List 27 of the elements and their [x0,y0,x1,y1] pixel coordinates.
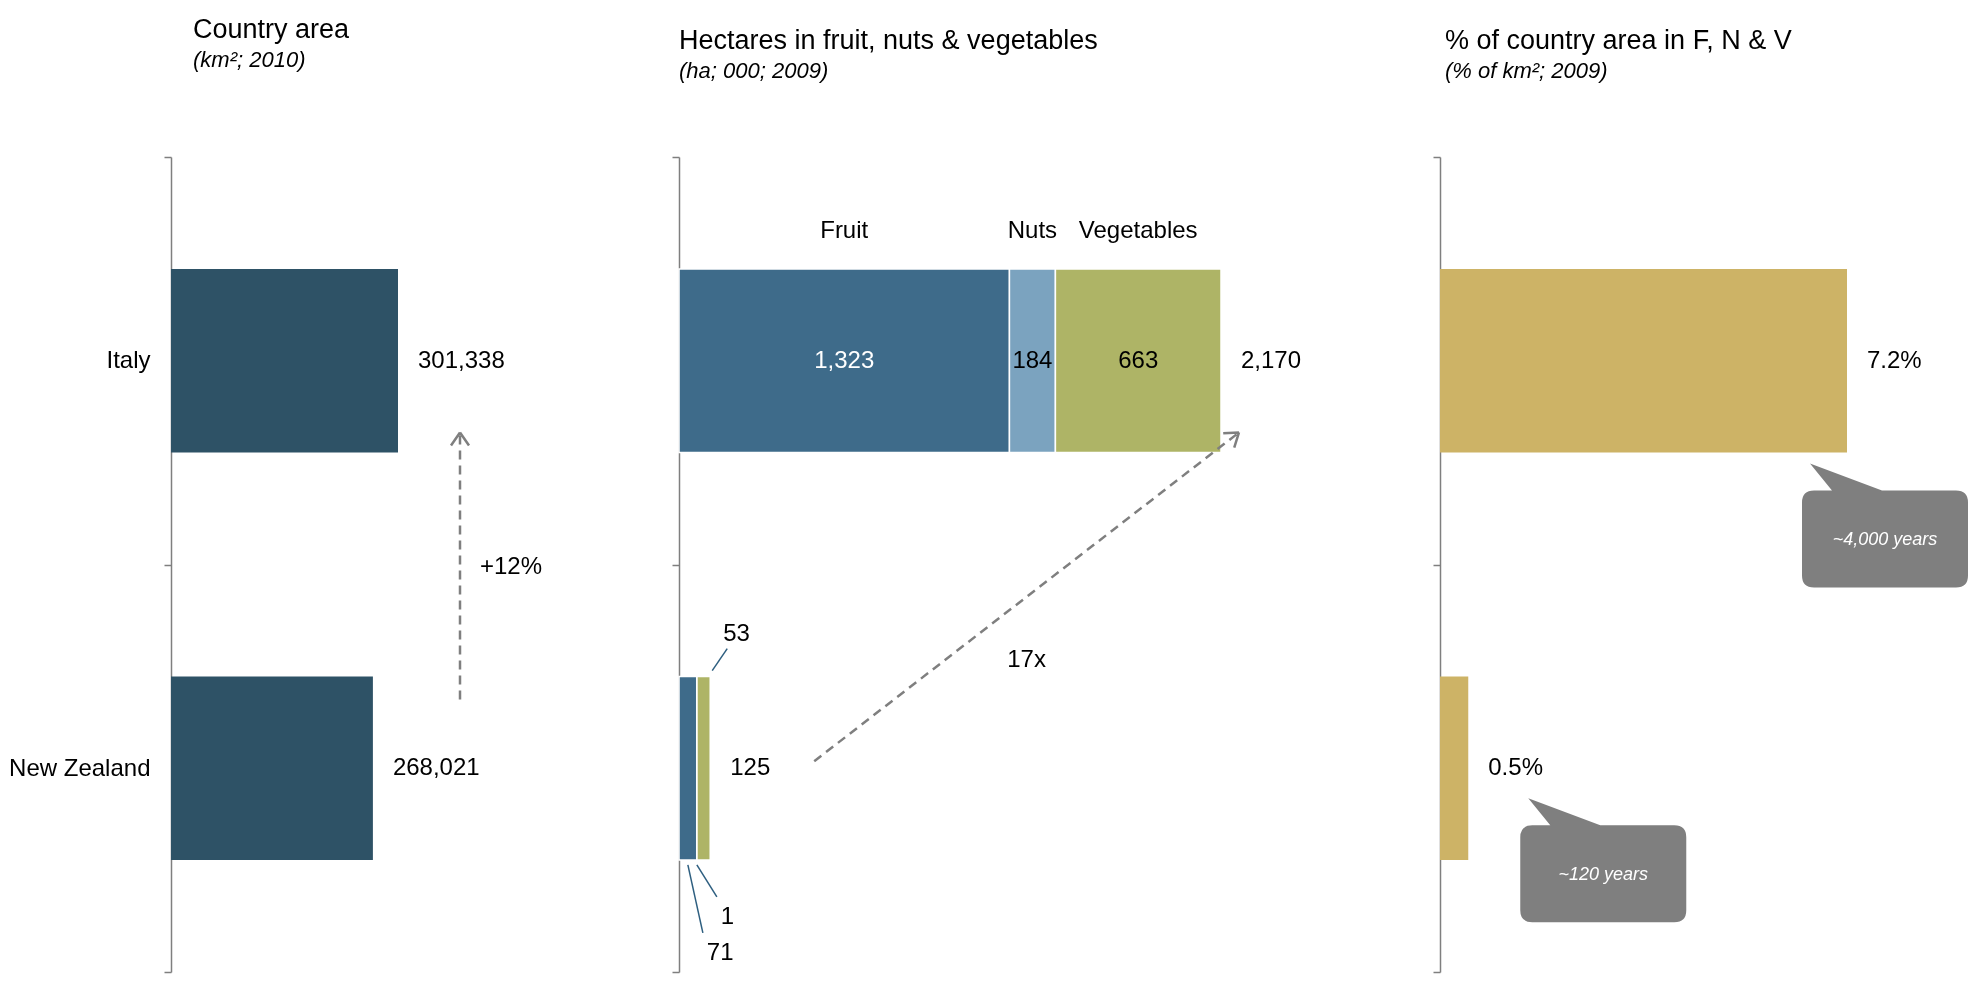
data-label: 268,021 [392,753,480,781]
y-tick-label: New Zealand [9,753,151,781]
chart-subtitle: (km²; 2010) [193,47,306,72]
data-label: 71 [706,937,734,965]
total-label: 125 [730,753,771,781]
data-label: 1 [720,901,735,929]
data-label: 1,323 [814,345,875,373]
data-label: 0.5% [1488,753,1543,781]
series-label: Nuts [1007,216,1058,244]
data-label: 301,338 [418,345,505,373]
chart-title: Country area [193,14,351,44]
chart-subtitle: (% of km²; 2009) [1445,58,1608,84]
series-label: Vegetables [1078,216,1198,244]
data-label: 663 [1118,345,1159,373]
text: +12% [480,552,543,579]
chart-subtitle: (ha; 000; 2009) [679,58,829,84]
series-label: Fruit [820,216,869,244]
annotation: 17x [1007,644,1046,672]
chart-title: % of country area in F, N & V [1445,25,1792,56]
data-label: 7.2% [1867,345,1922,373]
annotation: ~120 years [1558,863,1649,884]
data-label: 53 [723,618,750,646]
y-tick-label: Italy [106,346,151,374]
total-label: 2,170 [1241,345,1302,373]
data-label: 184 [1012,345,1053,373]
annotation: ~4,000 years [1832,528,1938,549]
chart-title: Hectares in fruit, nuts & vegetables [679,25,1098,56]
